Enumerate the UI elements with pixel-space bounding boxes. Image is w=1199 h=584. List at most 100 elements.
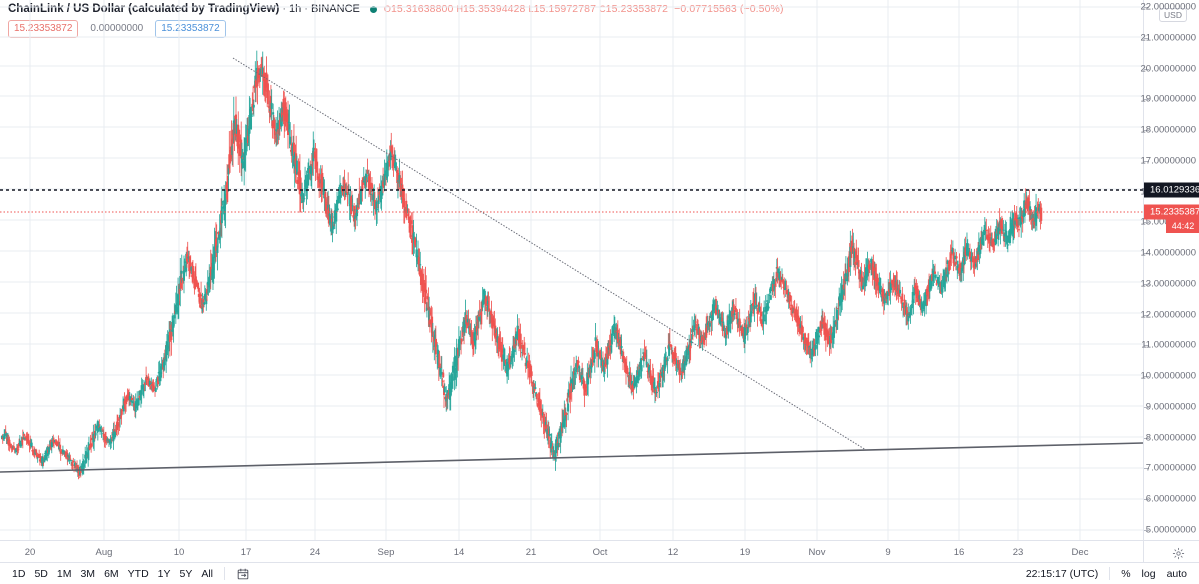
chart-header: ChainLink / US Dollar (calculated by Tra… bbox=[0, 0, 1199, 18]
time-tick-label: 14 bbox=[453, 547, 465, 558]
price-tick-label: 17.00000000 bbox=[1140, 155, 1196, 167]
chart-plot-area[interactable] bbox=[0, 0, 1143, 540]
status-dot-icon bbox=[369, 5, 377, 13]
price-tick-mark bbox=[1144, 99, 1149, 101]
price-axis[interactable]: USD 22.00000000 21.00000000 20.00000000 19.… bbox=[1140, 0, 1199, 540]
price-tick-label: 18.00000000 bbox=[1140, 124, 1196, 136]
ohlc-change: −0.07715563 bbox=[674, 3, 737, 15]
time-axis[interactable]: 20 Aug 10 17 24 Sep 14 21 Oct 12 19 Nov 9 16 23 Dec bbox=[0, 540, 1143, 562]
price-tick-label: 14.00000000 bbox=[1140, 247, 1196, 259]
time-tick-label: Oct bbox=[592, 547, 608, 558]
timeframe-button-1d[interactable]: 1D bbox=[12, 567, 26, 580]
toolbar-divider-1 bbox=[224, 567, 226, 580]
ohlc-high-value: 15.35394428 bbox=[463, 3, 526, 15]
price-tick-mark bbox=[1144, 7, 1149, 8]
time-tick-label: 23 bbox=[1012, 547, 1024, 558]
price-tick-mark bbox=[1144, 37, 1149, 39]
price-tick-mark bbox=[1144, 130, 1149, 132]
price-tick-mark bbox=[1144, 406, 1149, 408]
chart-canvas[interactable] bbox=[0, 0, 1143, 540]
price-tick-mark bbox=[1144, 68, 1149, 70]
time-tick-label: 10 bbox=[173, 547, 185, 558]
time-tick-label: Nov bbox=[808, 547, 826, 558]
price-tick-mark bbox=[1144, 499, 1149, 501]
time-tick-label: 16 bbox=[953, 547, 965, 558]
axis-corner bbox=[1143, 540, 1199, 562]
ohlc-low-value: 15.15972787 bbox=[533, 3, 597, 15]
price-tick-mark bbox=[1144, 437, 1149, 439]
session-clock: 22:15:17 (UTC) bbox=[1025, 567, 1099, 580]
price-tick-mark bbox=[1144, 253, 1149, 255]
price-tick-label: 5.00000000 bbox=[1145, 524, 1196, 536]
bottom-toolbar: 1D 5D 1M 3M 6M YTD 1Y 5Y All 22:15:17 (UTC) % lo… bbox=[0, 562, 1199, 584]
time-tick-label: 24 bbox=[309, 547, 321, 558]
current-price-label[interactable]: 15.23353872 bbox=[1144, 204, 1199, 220]
bar-countdown-label: 44:42 bbox=[1166, 219, 1199, 233]
timeframe-button-all[interactable]: All bbox=[201, 567, 214, 580]
time-tick-label: 19 bbox=[739, 547, 751, 558]
price-tick-label: 7.00000000 bbox=[1145, 462, 1196, 474]
timeframe-button-1m[interactable]: 1M bbox=[56, 567, 72, 580]
price-tick-label: 21.00000000 bbox=[1140, 32, 1196, 44]
time-tick-label: 21 bbox=[525, 547, 537, 558]
price-tick-mark bbox=[1144, 160, 1149, 162]
header-separator-2: · bbox=[304, 3, 308, 15]
price-tick-mark bbox=[1144, 530, 1149, 531]
time-tick-label: 9 bbox=[885, 547, 891, 558]
time-tick-label: Sep bbox=[377, 547, 395, 558]
toolbar-divider-2 bbox=[1109, 567, 1111, 580]
price-tick-label: 19.00000000 bbox=[1140, 93, 1196, 105]
ohlc-open-key: O bbox=[383, 4, 391, 14]
price-tick-label: 22.00000000 bbox=[1140, 1, 1196, 13]
timeframe-button-6m[interactable]: 6M bbox=[104, 567, 119, 580]
indicator-legend: 15.23353872 0.00000000 15.23353872 bbox=[8, 20, 226, 38]
price-tick-mark bbox=[1144, 345, 1149, 347]
price-tick-label: 10.00000000 bbox=[1140, 370, 1196, 382]
auto-scale-button[interactable]: auto bbox=[1166, 567, 1187, 580]
candlestick-series bbox=[1, 50, 1043, 480]
price-tick-label: 11.00000000 bbox=[1141, 339, 1196, 351]
price-tick-label: 12.00000000 bbox=[1140, 309, 1196, 321]
time-tick-label: Dec bbox=[1071, 547, 1089, 558]
ohlc-close-key: C bbox=[599, 4, 606, 14]
timeframe-button-group: 1D 5D 1M 3M 6M YTD 1Y 5Y All bbox=[0, 568, 213, 580]
price-level-label[interactable]: 16.01293366 bbox=[1144, 182, 1199, 198]
time-tick-label: 20 bbox=[24, 547, 36, 558]
percent-scale-button[interactable]: % bbox=[1121, 567, 1131, 580]
exchange-label[interactable]: BINANCE bbox=[310, 3, 360, 15]
scale-options-group: % log auto bbox=[1121, 568, 1199, 580]
currency-badge: USD bbox=[1159, 8, 1187, 22]
symbol-title[interactable]: ChainLink / US Dollar (calculated by Tra… bbox=[8, 3, 280, 15]
gear-icon[interactable] bbox=[1172, 547, 1185, 560]
indicator-value-plain[interactable]: 0.00000000 bbox=[90, 23, 144, 34]
price-tick-mark bbox=[1144, 283, 1149, 285]
interval-label[interactable]: 1h bbox=[289, 3, 302, 15]
log-scale-button[interactable]: log bbox=[1141, 567, 1156, 580]
price-tick-mark bbox=[1144, 468, 1149, 470]
price-tick-label: 6.00000000 bbox=[1145, 493, 1196, 505]
time-tick-label: 17 bbox=[240, 547, 252, 558]
price-tick-label: 9.00000000 bbox=[1145, 401, 1196, 413]
price-tick-mark bbox=[1144, 376, 1149, 378]
timeframe-button-1y[interactable]: 1Y bbox=[157, 567, 171, 580]
time-tick-label: Aug bbox=[95, 547, 113, 558]
time-tick-label: 12 bbox=[667, 547, 679, 558]
timeframe-button-5y[interactable]: 5Y bbox=[179, 567, 193, 580]
header-separator-1: · bbox=[282, 3, 287, 15]
price-tick-label: 13.00000000 bbox=[1140, 278, 1196, 290]
horizontal-gridlines bbox=[0, 6, 1143, 531]
vertical-gridlines bbox=[29, 0, 1081, 540]
ohlc-open-value: 15.31638800 bbox=[390, 3, 454, 15]
timeframe-button-ytd[interactable]: YTD bbox=[127, 567, 149, 580]
calendar-icon[interactable] bbox=[236, 567, 250, 581]
ohlc-close-value: 15.23353872 bbox=[605, 3, 669, 15]
timeframe-button-3m[interactable]: 3M bbox=[80, 567, 96, 580]
price-tick-mark bbox=[1144, 222, 1149, 224]
ohlc-change-percent: (−0.50%) bbox=[739, 3, 784, 15]
price-tick-label: 20.00000000 bbox=[1140, 63, 1196, 75]
descending-trendline[interactable] bbox=[232, 57, 867, 451]
ascending-support-trendline[interactable] bbox=[0, 442, 1143, 473]
timeframe-button-5d[interactable]: 5D bbox=[34, 567, 48, 580]
price-tick-mark bbox=[1144, 314, 1149, 316]
